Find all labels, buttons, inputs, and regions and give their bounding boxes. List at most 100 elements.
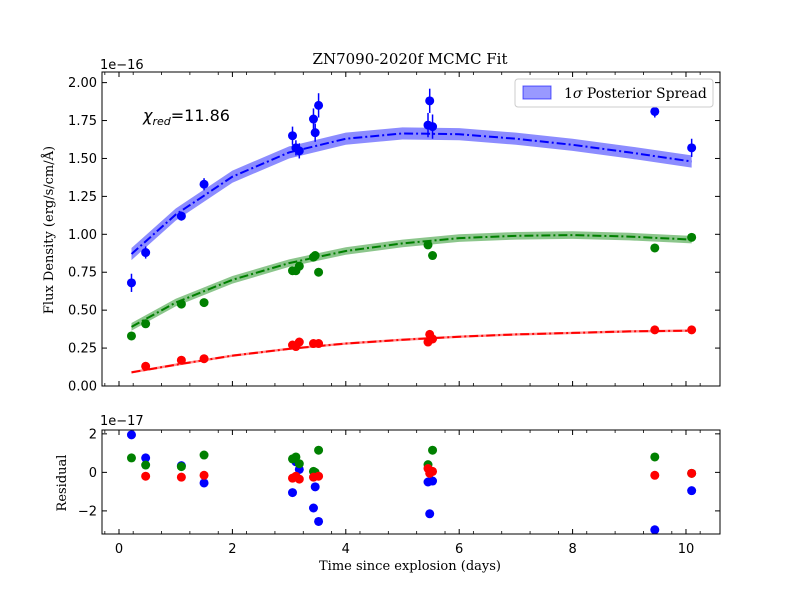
legend-label: 1σ Posterior Spread [564,86,707,102]
legend: 1σ Posterior Spread [514,78,714,108]
data-point [650,452,660,462]
data-point [141,471,151,481]
data-point [314,100,324,110]
fit-line [131,234,692,328]
data-point [294,337,304,347]
posterior-band [131,127,692,261]
data-point [423,240,433,250]
data-point [310,251,320,261]
top-panel: 0.00 0.25 0.50 0.75 1.00 1.25 1.50 1.75 2.00 [68,71,721,395]
data-point [176,462,186,472]
y-tick-label: 1.00 [68,228,97,243]
data-point [687,486,697,496]
y-tick-label: 0.00 [68,380,97,395]
data-point [650,525,660,535]
data-point [199,298,209,308]
data-point [126,278,136,288]
bottom-panel: 0 2 4 6 8 10 −2 0 2 [78,427,721,557]
chi-squared-annotation: χred=11.86 [142,106,230,128]
bottom-offset-label: 1e−17 [100,414,144,429]
data-point [176,472,186,482]
data-point [308,114,318,124]
data-point [126,331,136,341]
top-y-axis-label: Flux Density (erg/s/cm/Å) [41,146,57,314]
x-tick-label: 2 [228,542,236,557]
x-tick-label: 10 [678,542,695,557]
data-point [650,470,660,480]
data-point [425,96,435,106]
data-point [428,466,438,476]
data-point [650,243,660,253]
data-point [126,453,136,463]
data-point [288,488,298,498]
data-point [141,453,151,463]
data-point [294,261,304,271]
chart-title: ZN7090-2020f MCMC Fit [313,50,508,68]
data-point [428,251,438,261]
posterior-band [131,329,692,374]
y-tick-label: 0.50 [68,304,97,319]
data-point [428,476,438,486]
data-point [687,232,697,242]
data-point [314,516,324,526]
data-point [650,106,660,116]
data-point [428,334,438,344]
data-point [314,445,324,455]
posterior-band [131,231,692,331]
x-tick-label: 0 [115,542,123,557]
axes-frame [101,429,721,535]
x-tick-label: 4 [342,542,350,557]
data-point [650,325,660,335]
fit-line [131,329,692,374]
x-axis-label: Time since explosion (days) [319,559,501,574]
x-tick-label: 6 [455,542,463,557]
data-point [288,131,298,141]
data-point [141,319,151,329]
data-point [141,361,151,371]
data-point [425,509,435,519]
y-tick-label: 0 [89,466,97,481]
data-point [294,146,304,156]
data-point [291,452,301,462]
data-point [141,248,151,258]
data-point [428,445,438,455]
data-point [687,325,697,335]
bottom-y-axis-label: Residual [55,455,70,512]
y-tick-label: −2 [78,504,97,519]
y-tick-label: 1.25 [68,190,97,205]
data-point [310,128,320,138]
data-point [687,143,697,153]
y-tick-label: 0.25 [68,342,97,357]
data-point [294,459,304,469]
data-point [428,122,438,132]
data-point [687,468,697,478]
data-point [314,267,324,277]
data-point [199,450,209,460]
data-point [199,354,209,364]
data-point [199,470,209,480]
data-point [141,460,151,470]
data-point [199,179,209,189]
data-point [314,339,324,349]
data-point [294,474,304,484]
data-point [176,211,186,221]
y-tick-label: 0.75 [68,266,97,281]
data-point [199,478,209,488]
data-point [308,503,318,513]
data-point [310,482,320,492]
data-point [126,430,136,440]
legend-swatch [522,85,552,100]
axes-frame [101,71,721,387]
x-tick-label: 8 [568,542,576,557]
y-tick-label: 1.75 [68,114,97,129]
y-tick-label: 1.50 [68,152,97,167]
y-tick-label: 2.00 [68,76,97,91]
data-point [314,471,324,481]
legend-frame [514,78,714,108]
data-point [176,299,186,309]
top-offset-label: 1e−16 [100,58,144,73]
fit-line [130,132,692,255]
data-point [176,355,186,365]
